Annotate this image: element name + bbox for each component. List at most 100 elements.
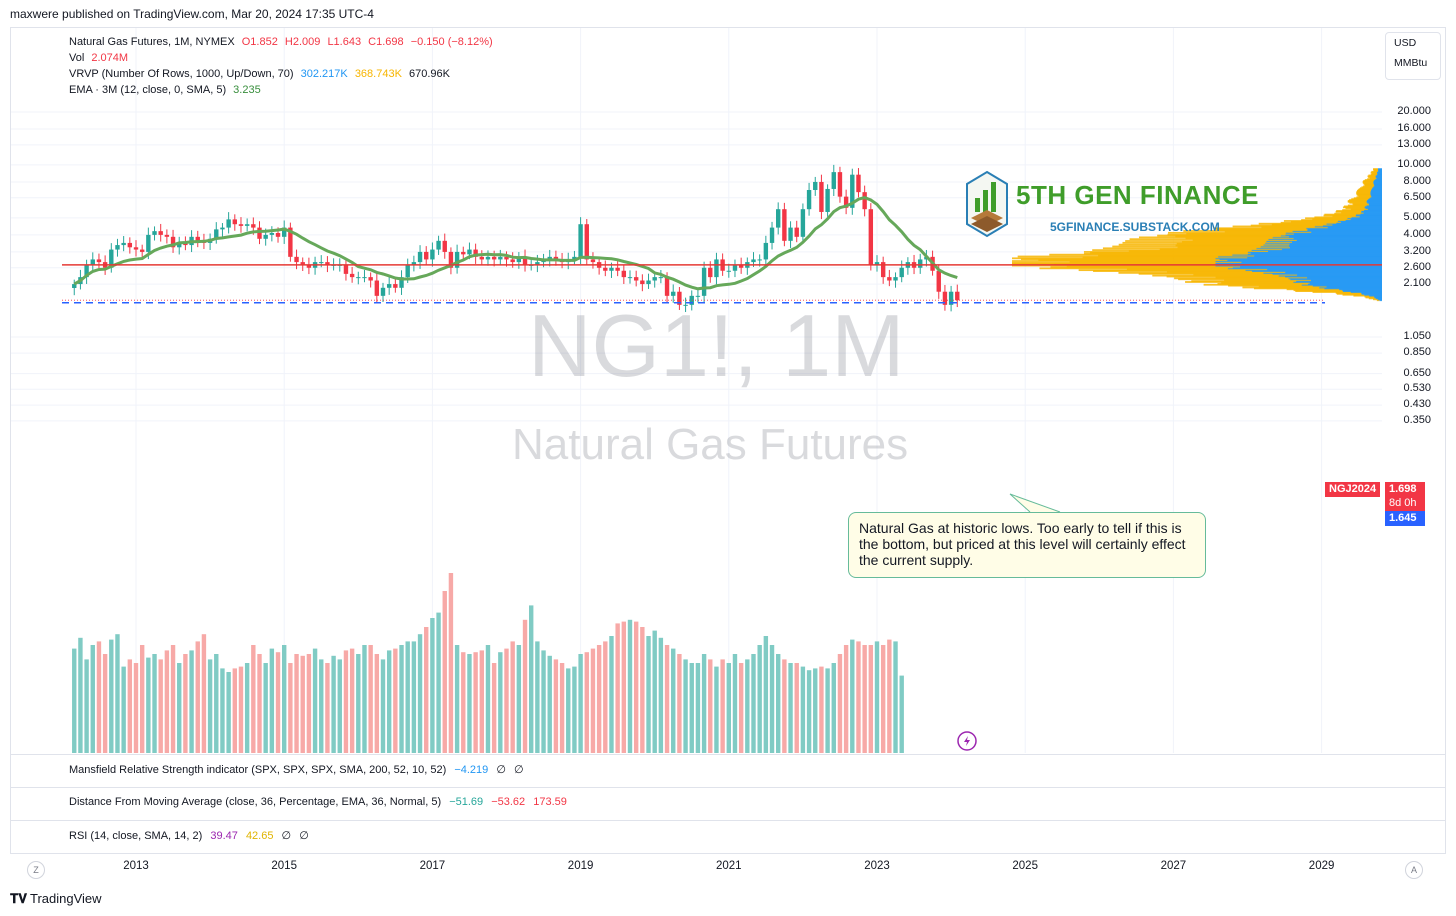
vrvp-down-bar (1347, 200, 1367, 203)
mansfield-pane-label[interactable]: Mansfield Relative Strength indicator (S… (69, 763, 529, 776)
volume-bar (874, 641, 880, 753)
vrvp-up-bar (1251, 249, 1382, 252)
vrvp-down-bar (1376, 299, 1380, 302)
vrvp-up-bar (1371, 188, 1382, 190)
candle-body (257, 227, 262, 239)
candle-body (461, 251, 466, 255)
candle-body (880, 262, 886, 278)
vrvp-up-bar (1256, 247, 1382, 250)
volume-bar (701, 654, 707, 753)
distance-pane-label[interactable]: Distance From Moving Average (close, 36,… (69, 796, 572, 808)
y-tick-label: 20.000 (1397, 105, 1431, 117)
vrvp-down-bar (1178, 278, 1291, 281)
auto-scale-button[interactable]: A (1405, 861, 1423, 879)
legend-symbol-line[interactable]: Natural Gas Futures, 1M, NYMEX O1.852 H2… (69, 35, 497, 49)
pane-divider[interactable] (10, 787, 1446, 788)
vrvp-up-bar (1379, 299, 1382, 302)
volume-bar (146, 657, 151, 753)
vrvp-down-bar (1224, 231, 1312, 233)
tradingview-logo[interactable]: 𝐓𝐕 TradingView (10, 891, 102, 907)
vrvp-down-bar (1334, 212, 1361, 215)
volume-bar (152, 654, 157, 753)
vrvp-up-bar (1319, 286, 1382, 289)
vrvp-up-bar (1292, 230, 1382, 232)
annotation-callout[interactable]: Natural Gas at historic lows. Too early … (848, 512, 1206, 578)
vrvp-down-bar (1371, 170, 1378, 173)
legend-volume[interactable]: Vol 2.074M (69, 51, 132, 65)
vrvp-up-bar (1374, 179, 1382, 181)
vrvp-up-bar (1371, 195, 1382, 198)
legend-vrvp[interactable]: VRVP (Number Of Rows, 1000, Up/Down, 70)… (69, 67, 454, 81)
legend-ema[interactable]: EMA · 3M (12, close, 0, SMA, 5) 3.235 (69, 83, 265, 97)
vrvp-down-bar (1356, 190, 1371, 192)
vrvp-up-bar (1361, 210, 1382, 212)
vrvp-down-bar (1368, 174, 1376, 177)
rsi-pane-label[interactable]: RSI (14, close, SMA, 14, 2) 39.47 42.65 … (69, 829, 314, 842)
candle-body (677, 291, 682, 305)
vrvp-up-bar (1364, 209, 1382, 211)
volume-bars (72, 573, 904, 753)
zoom-reset-button[interactable]: Z (27, 861, 45, 879)
vrvp-down-bar (1129, 238, 1269, 241)
vrvp-up-bar (1360, 212, 1382, 215)
currency-unit-button[interactable]: USD MMBtu (1385, 32, 1441, 80)
vrvp-up-bar (1285, 271, 1382, 273)
rsi-v2: 42.65 (245, 830, 274, 842)
pane-divider[interactable] (10, 820, 1446, 821)
candle-body (646, 280, 651, 285)
candle-body (139, 249, 145, 252)
volume-bar (386, 650, 392, 753)
candle-body (850, 174, 855, 208)
vrvp-down-bar (1364, 184, 1375, 187)
vrvp-up-bar (1350, 218, 1382, 221)
y-tick-label: 0.430 (1403, 398, 1431, 411)
candle-body (794, 227, 799, 237)
vrvp-up-bar (1359, 215, 1382, 218)
vrvp-up-bar (1218, 255, 1382, 258)
volume-bar (331, 655, 336, 753)
pane-divider[interactable] (10, 754, 1446, 755)
vrvp-up-bar (1355, 214, 1382, 217)
volume-bar (843, 645, 849, 753)
vrvp-up-bar (1314, 225, 1382, 228)
volume-bar (306, 654, 312, 753)
x-tick-label: 2025 (1012, 860, 1038, 872)
candle-body (689, 295, 694, 305)
vrvp-down-bar (1152, 274, 1279, 277)
volume-bar (689, 663, 694, 753)
vrvp-up-bar (1364, 205, 1382, 208)
legend-close: C1.698 (368, 36, 404, 48)
vrvp-down-bar (1352, 202, 1369, 205)
vrvp-down-bar (1363, 185, 1374, 188)
vrvp-up-bar (1366, 200, 1382, 203)
vrvp-up-bar (1268, 238, 1382, 241)
x-tick-label: 2027 (1160, 860, 1187, 872)
y-tick-label: 0.650 (1403, 366, 1431, 379)
volume-bar (547, 655, 552, 753)
candle-body (640, 280, 645, 285)
candle-body (467, 249, 472, 255)
candle-body (96, 259, 102, 263)
volume-bar (831, 663, 836, 753)
candle-body (214, 229, 219, 239)
volume-bar (572, 666, 577, 753)
vrvp-up-bar (1374, 295, 1382, 298)
pane-divider[interactable] (10, 853, 1446, 854)
vrvp-up-bar (1278, 274, 1382, 277)
candle-body (788, 227, 793, 241)
y-tick-label: 10.000 (1397, 157, 1431, 170)
volume-bar (726, 663, 731, 753)
candle-body (454, 251, 460, 268)
candle-body (386, 284, 392, 288)
candle-body (448, 251, 454, 268)
vrvp-down-bar (1324, 213, 1357, 216)
volume-bar (411, 641, 417, 753)
rsi-v1: 39.47 (210, 830, 238, 842)
candle-body (936, 270, 941, 292)
volume-bar (207, 659, 213, 753)
vrvp-up-bar (1247, 251, 1382, 253)
candle-body (195, 236, 200, 241)
y-tick-label: 1.050 (1403, 329, 1431, 342)
vrvp-up-bar (1371, 189, 1382, 191)
